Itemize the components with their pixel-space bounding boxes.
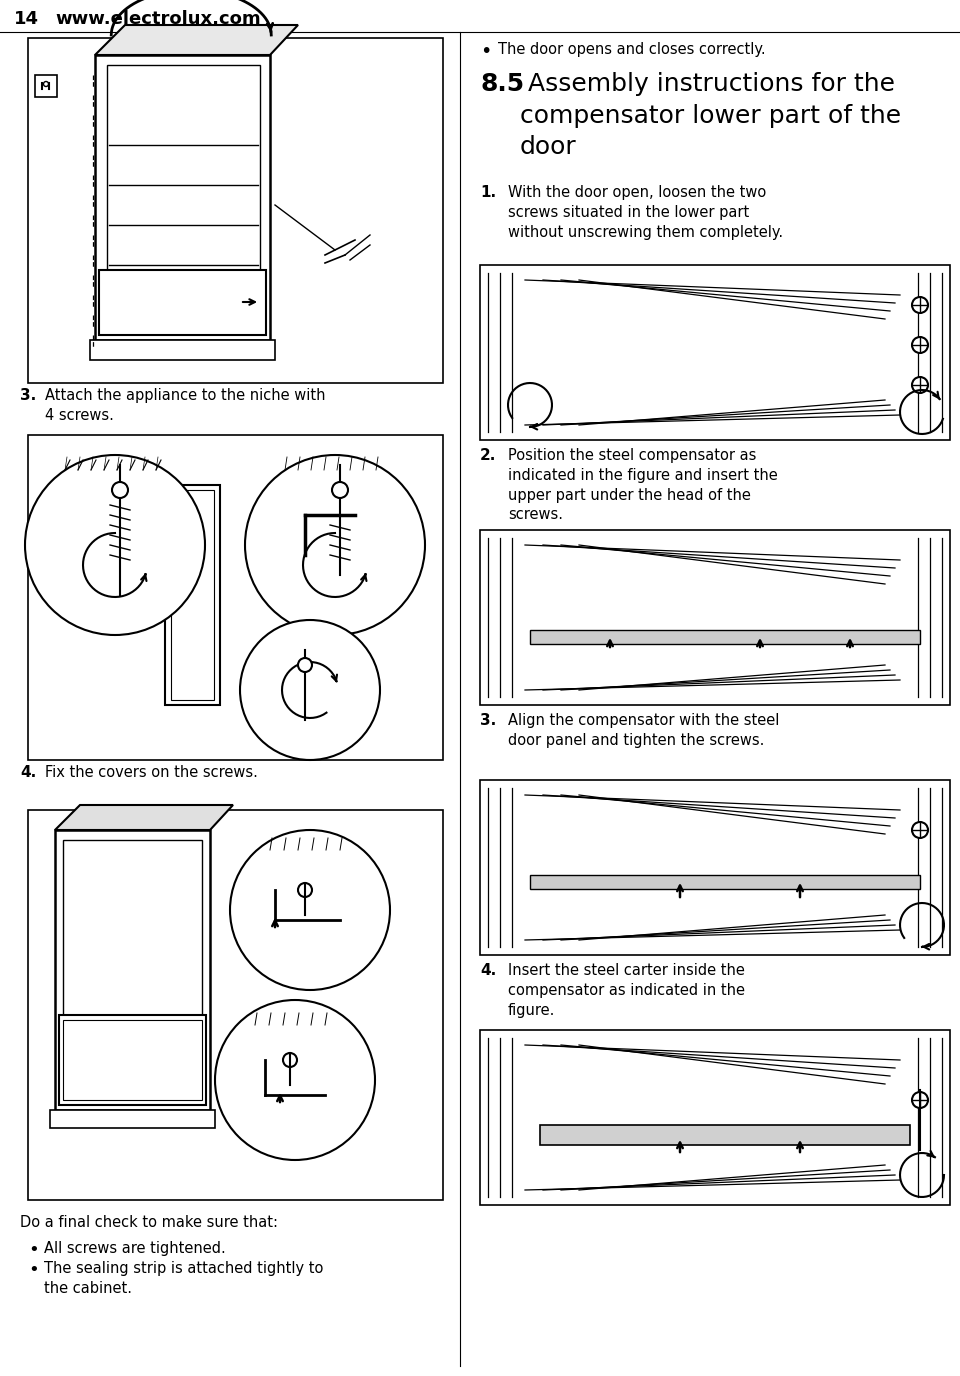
Polygon shape xyxy=(55,805,233,830)
Circle shape xyxy=(112,482,128,498)
Text: With the door open, loosen the two
screws situated in the lower part
without uns: With the door open, loosen the two screw… xyxy=(508,184,783,239)
Text: Align the compensator with the steel
door panel and tighten the screws.: Align the compensator with the steel doo… xyxy=(508,713,780,747)
Bar xyxy=(90,340,275,361)
Text: 3.: 3. xyxy=(480,713,496,728)
Circle shape xyxy=(912,1093,928,1108)
Circle shape xyxy=(912,377,928,394)
Bar xyxy=(540,1126,910,1145)
Bar xyxy=(530,875,920,889)
Bar xyxy=(95,55,270,340)
Bar xyxy=(28,435,443,760)
Bar xyxy=(171,490,214,700)
Bar xyxy=(480,780,950,955)
Text: 4.: 4. xyxy=(20,765,36,780)
Bar xyxy=(480,530,950,705)
Bar xyxy=(107,65,260,270)
Text: Assembly instructions for the
compensator lower part of the
door: Assembly instructions for the compensato… xyxy=(520,72,901,160)
Text: www.electrolux.com: www.electrolux.com xyxy=(55,10,260,28)
Bar xyxy=(63,839,202,1020)
Bar xyxy=(55,830,210,1110)
Bar xyxy=(99,270,266,334)
Circle shape xyxy=(298,883,312,897)
Circle shape xyxy=(912,297,928,312)
Text: •: • xyxy=(28,1260,38,1280)
Text: Do a final check to make sure that:: Do a final check to make sure that: xyxy=(20,1215,278,1230)
Circle shape xyxy=(298,658,312,671)
Circle shape xyxy=(912,821,928,838)
Bar xyxy=(59,1015,206,1105)
Text: •: • xyxy=(480,43,492,61)
Text: •: • xyxy=(28,1241,38,1259)
Text: The sealing strip is attached tightly to
the cabinet.: The sealing strip is attached tightly to… xyxy=(44,1260,324,1296)
Text: 3.: 3. xyxy=(20,388,36,403)
Circle shape xyxy=(332,482,348,498)
Circle shape xyxy=(240,621,380,760)
Circle shape xyxy=(283,1053,297,1066)
Circle shape xyxy=(215,1000,375,1160)
Text: The door opens and closes correctly.: The door opens and closes correctly. xyxy=(498,43,766,56)
Text: 8.5: 8.5 xyxy=(480,72,524,96)
Circle shape xyxy=(230,830,390,989)
Text: Position the steel compensator as
indicated in the figure and insert the
upper p: Position the steel compensator as indica… xyxy=(508,449,778,523)
Circle shape xyxy=(25,455,205,634)
Bar xyxy=(530,630,920,644)
Text: 1.: 1. xyxy=(480,184,496,200)
Text: Insert the steel carter inside the
compensator as indicated in the
figure.: Insert the steel carter inside the compe… xyxy=(508,963,745,1018)
Bar xyxy=(35,76,57,96)
Text: 4.: 4. xyxy=(480,963,496,978)
Circle shape xyxy=(245,455,425,634)
Text: All screws are tightened.: All screws are tightened. xyxy=(44,1241,226,1256)
Polygon shape xyxy=(95,25,298,55)
Text: 2.: 2. xyxy=(480,449,496,462)
Circle shape xyxy=(43,81,49,87)
Text: Fix the covers on the screws.: Fix the covers on the screws. xyxy=(45,765,258,780)
Bar xyxy=(63,1020,202,1099)
Circle shape xyxy=(912,337,928,354)
Bar xyxy=(28,39,443,383)
Text: Attach the appliance to the niche with
4 screws.: Attach the appliance to the niche with 4… xyxy=(45,388,325,422)
Text: 14: 14 xyxy=(14,10,39,28)
Bar xyxy=(165,484,220,705)
Bar xyxy=(28,810,443,1200)
Bar xyxy=(480,1031,950,1205)
Bar xyxy=(50,1110,215,1128)
Bar xyxy=(480,266,950,440)
